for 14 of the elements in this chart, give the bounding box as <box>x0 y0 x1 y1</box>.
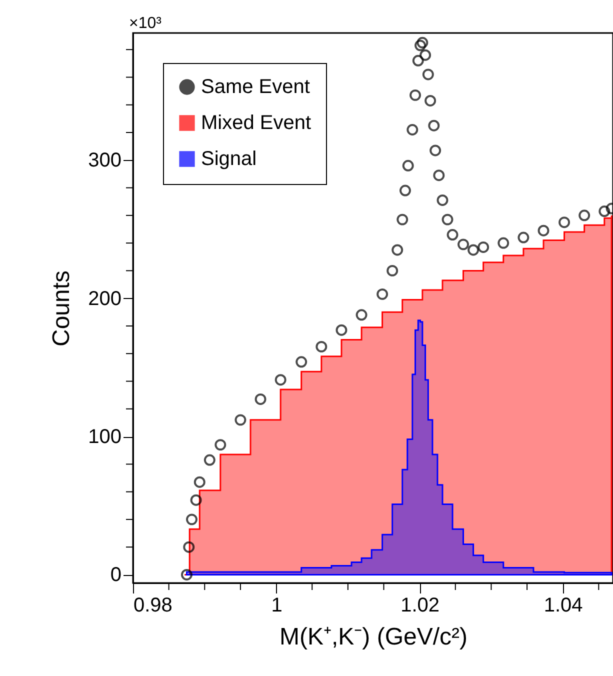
x-axis-title: M(K⁺,K⁻) (GeV/c²) <box>280 624 468 650</box>
text: ×10³ <box>129 15 162 32</box>
x-tick-label: 1.02 <box>400 594 440 616</box>
x-tick-label: 0.98 <box>134 594 172 616</box>
y-tick-label: 100 <box>88 426 122 448</box>
y-tick-label: 0 <box>110 564 122 586</box>
x-tick-label: 1.04 <box>544 594 583 616</box>
legend-label: Signal <box>201 148 257 170</box>
y-axis-title: Counts <box>48 270 76 347</box>
legend-label: Mixed Event <box>201 112 312 134</box>
x-tick-label: 1 <box>271 594 282 616</box>
legend-label: Same Event <box>201 76 310 98</box>
y-tick-label: 200 <box>88 288 122 310</box>
y-tick-label: 300 <box>88 150 122 172</box>
